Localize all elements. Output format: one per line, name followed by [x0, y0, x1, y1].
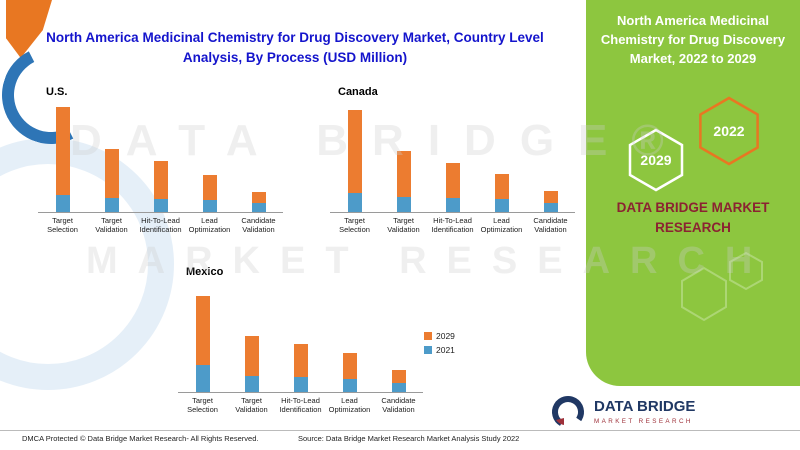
bar-segment-2021 [251, 203, 266, 212]
bar-group [379, 100, 428, 212]
category-label: Target Selection [47, 216, 78, 235]
bar-segment-2029 [251, 192, 266, 203]
bar-group [526, 100, 575, 212]
bar-segment-2021 [342, 379, 357, 392]
bar-group [227, 280, 276, 392]
chart-title-mexico: Mexico [186, 266, 224, 278]
category-label: Lead Optimization [188, 216, 231, 235]
legend-swatch [424, 346, 432, 354]
bar-segment-2021 [153, 199, 168, 212]
logo-name: DATA BRIDGE [594, 398, 696, 416]
bar-group [87, 100, 136, 212]
category-label: Target Selection [339, 216, 370, 235]
bar-segment-2021 [195, 365, 210, 392]
bar-segment-2029 [55, 107, 70, 195]
legend-label: 2021 [436, 345, 455, 355]
category-label: Lead Optimization [480, 216, 523, 235]
bar-segment-2029 [244, 336, 259, 376]
bar-segment-2029 [445, 163, 460, 198]
bars-mexico [178, 280, 423, 393]
bar-segment-2029 [494, 174, 509, 199]
bar-segment-2029 [396, 151, 411, 197]
legend-item: 2021 [424, 345, 455, 355]
bar-group [325, 280, 374, 392]
side-panel: North America Medicinal Chemistry for Dr… [586, 0, 800, 386]
hexagon-2029 [628, 128, 684, 192]
chart-mexico: Mexico Target Selection Target Validation… [178, 266, 423, 415]
bars-canada [330, 100, 575, 213]
bar-segment-2029 [153, 161, 168, 199]
bar-segment-2021 [494, 199, 509, 212]
bar-segment-2029 [347, 110, 362, 193]
chart-canada: Canada Target Selection Target Validation… [330, 86, 575, 235]
footer-source-text: Source: Data Bridge Market Research Mark… [298, 434, 520, 443]
labels-canada: Target Selection Target Validation Hit-To-… [330, 213, 575, 235]
side-panel-heading: North America Medicinal Chemistry for Dr… [600, 13, 786, 66]
bar-group [234, 100, 283, 212]
hexagon-2022 [699, 96, 759, 166]
category-label: Target Validation [387, 216, 420, 235]
page-title: North America Medicinal Chemistry for Dr… [46, 30, 544, 66]
category-label: Hit-To-Lead Identification [431, 216, 474, 235]
bar-segment-2029 [293, 344, 308, 377]
category-label: Hit-To-Lead Identification [279, 396, 322, 415]
category-label: Target Validation [235, 396, 268, 415]
bar-segment-2029 [202, 175, 217, 200]
logo-mark-icon [552, 396, 584, 428]
bar-segment-2021 [293, 377, 308, 392]
bar-segment-2021 [445, 198, 460, 212]
bar-segment-2029 [195, 296, 210, 365]
bar-segment-2029 [342, 353, 357, 379]
bar-group [136, 100, 185, 212]
bars-us [38, 100, 283, 213]
bar-segment-2029 [543, 191, 558, 203]
bar-segment-2029 [391, 370, 406, 383]
chart-us: U.S. Target Selection Target Validation Hi… [38, 86, 283, 235]
bar-segment-2021 [347, 193, 362, 212]
bar-segment-2021 [391, 383, 406, 392]
data-bridge-logo: DATA BRIDGE MARKET RESEARCH [550, 394, 695, 430]
bar-group [477, 100, 526, 212]
category-label: Hit-To-Lead Identification [139, 216, 182, 235]
bar-group [38, 100, 87, 212]
side-panel-brand: DATA BRIDGE MARKET RESEARCH [616, 200, 770, 235]
bar-segment-2021 [396, 197, 411, 212]
bar-group [330, 100, 379, 212]
bar-segment-2021 [202, 200, 217, 212]
category-label: Candidate Validation [381, 396, 416, 415]
footer-dmca-text: DMCA Protected © Data Bridge Market Rese… [22, 434, 259, 443]
bar-segment-2021 [244, 376, 259, 392]
hexagon-2022-label: 2022 [713, 123, 744, 139]
bar-group [178, 280, 227, 392]
bar-group [428, 100, 477, 212]
bar-segment-2021 [55, 195, 70, 212]
logo-tagline: MARKET RESEARCH [594, 417, 693, 425]
category-label: Candidate Validation [533, 216, 568, 235]
bar-group [374, 280, 423, 392]
footer-divider [0, 430, 800, 431]
bar-segment-2021 [104, 198, 119, 212]
category-label: Target Validation [95, 216, 128, 235]
category-label: Candidate Validation [241, 216, 276, 235]
chart-title-canada: Canada [338, 86, 378, 98]
category-label: Target Selection [187, 396, 218, 415]
hexagon-2029-label: 2029 [640, 152, 671, 168]
legend: 2029 2021 [424, 331, 455, 355]
legend-swatch [424, 332, 432, 340]
forecast-hexagons: 2022 2029 [628, 96, 759, 192]
bar-segment-2029 [104, 149, 119, 198]
watermark-hexagons [681, 251, 763, 322]
labels-mexico: Target Selection Target Validation Hit-To-… [178, 393, 423, 415]
bar-group [276, 280, 325, 392]
legend-label: 2029 [436, 331, 455, 341]
labels-us: Target Selection Target Validation Hit-To-… [38, 213, 283, 235]
category-label: Lead Optimization [328, 396, 371, 415]
bar-segment-2021 [543, 203, 558, 212]
legend-item: 2029 [424, 331, 455, 341]
bar-group [185, 100, 234, 212]
chart-title-us: U.S. [46, 86, 68, 98]
